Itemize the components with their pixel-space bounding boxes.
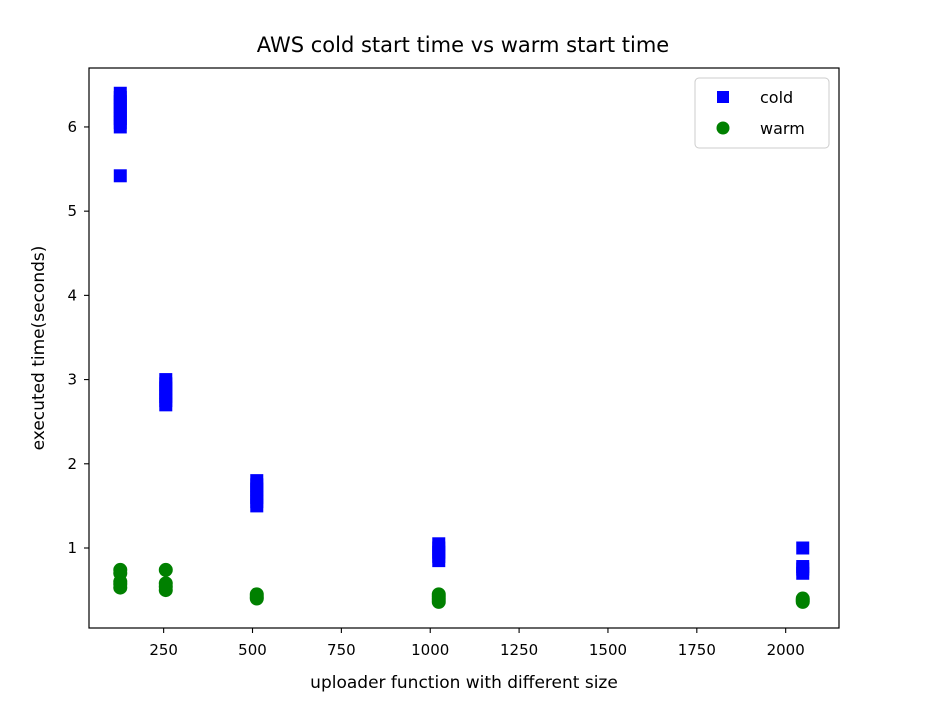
x-tick-label-1000: 1000 xyxy=(411,641,449,659)
x-axis: 250 500 750 1000 1250 1500 1750 2000 xyxy=(149,628,805,659)
data-point-cold-9 xyxy=(113,86,127,100)
legend: cold warm xyxy=(694,77,830,149)
data-point-warm-7 xyxy=(158,576,173,591)
y-tick-label-3: 3 xyxy=(67,371,77,389)
x-axis-title: uploader function with different size xyxy=(310,673,618,693)
x-tick-label-750: 750 xyxy=(327,641,356,659)
data-point-warm-18 xyxy=(795,591,810,606)
legend-marker-warm xyxy=(716,121,730,135)
y-tick-label-6: 6 xyxy=(67,118,77,136)
x-tick-label-500: 500 xyxy=(238,641,267,659)
y-axis-title: executed time(seconds) xyxy=(29,246,49,451)
data-point-cold-32 xyxy=(796,541,810,555)
plot-area-frame xyxy=(88,67,840,629)
data-point-cold-0 xyxy=(113,169,127,183)
y-tick-label-5: 5 xyxy=(67,202,77,220)
legend-label-warm: warm xyxy=(760,119,805,138)
x-tick-label-1750: 1750 xyxy=(678,641,716,659)
data-point-warm-8 xyxy=(158,562,173,577)
data-points-layer xyxy=(113,86,810,609)
y-axis: 1 2 3 4 5 6 xyxy=(67,118,89,557)
x-tick-label-2000: 2000 xyxy=(767,641,805,659)
x-tick-label-1250: 1250 xyxy=(500,641,538,659)
y-tick-label-4: 4 xyxy=(67,286,77,304)
data-point-cold-23 xyxy=(250,474,264,488)
data-point-cold-31 xyxy=(796,560,810,574)
chart-title: AWS cold start time vs warm start time xyxy=(257,33,669,57)
y-tick-label-2: 2 xyxy=(67,455,77,473)
legend-label-cold: cold xyxy=(760,88,793,107)
data-point-cold-16 xyxy=(159,373,173,387)
data-point-warm-15 xyxy=(431,587,446,602)
y-tick-label-1: 1 xyxy=(67,539,77,557)
data-point-cold-28 xyxy=(432,537,446,551)
data-point-warm-11 xyxy=(249,587,264,602)
x-tick-label-250: 250 xyxy=(149,641,178,659)
data-point-warm-4 xyxy=(113,562,128,577)
x-tick-label-1500: 1500 xyxy=(589,641,627,659)
legend-marker-cold xyxy=(717,91,729,103)
